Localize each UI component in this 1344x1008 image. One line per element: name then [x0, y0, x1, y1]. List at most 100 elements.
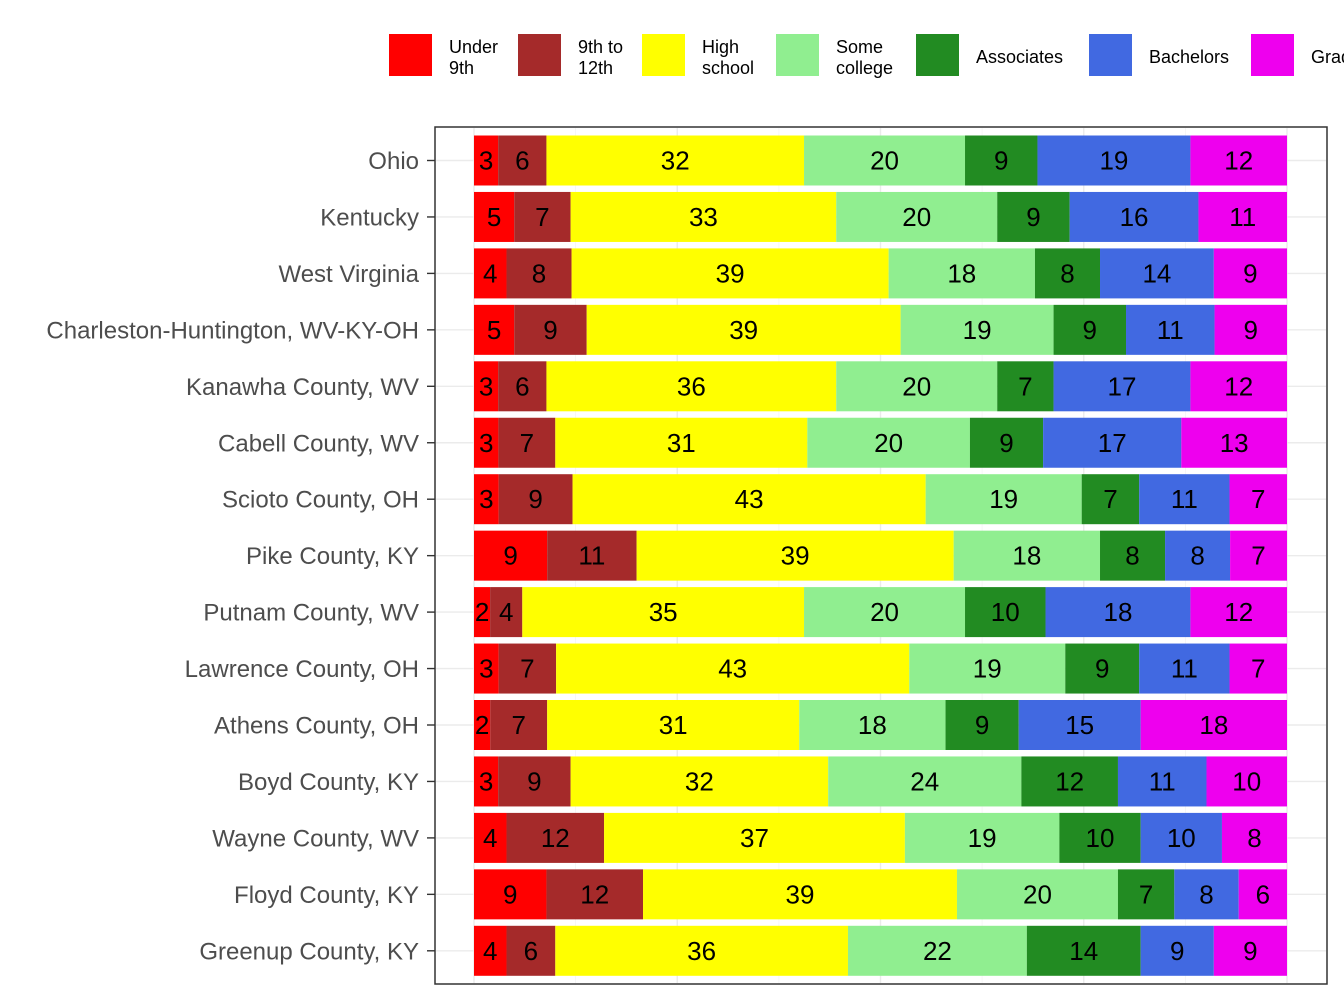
data-label: 10 [1232, 766, 1261, 796]
data-label: 8 [1247, 823, 1261, 853]
y-tick-label: Boyd County, KY [238, 769, 419, 796]
bar-segment [474, 643, 499, 694]
data-label: 12 [580, 879, 609, 909]
bar-row: 2 4 35 20 10 18 12 [474, 587, 1287, 638]
bar-segment [1214, 304, 1287, 355]
bar-segment [1021, 756, 1118, 807]
legend-key [518, 34, 561, 76]
data-label: 37 [740, 823, 769, 853]
bar-segment [1139, 474, 1230, 525]
data-label: 2 [475, 597, 489, 627]
data-label: 39 [781, 541, 810, 571]
bar-segment [836, 361, 998, 412]
bar-segment [807, 417, 970, 468]
bar-segment [836, 191, 998, 242]
bar-segment [969, 417, 1044, 468]
data-label: 31 [659, 710, 688, 740]
bar-segment [925, 474, 1082, 525]
bar-segment [506, 248, 572, 299]
bar-row: 3 9 32 24 12 11 10 [474, 756, 1287, 807]
data-label: 7 [520, 428, 534, 458]
data-label: 6 [515, 146, 529, 176]
legend-label: Bachelors [1149, 47, 1229, 67]
bar-segment [1213, 925, 1287, 976]
data-label: 7 [520, 654, 534, 684]
data-label: 3 [479, 371, 493, 401]
data-label: 9 [527, 766, 541, 796]
bar-segment [636, 530, 954, 581]
data-label: 9 [975, 710, 989, 740]
data-label: 11 [578, 541, 605, 571]
data-label: 7 [511, 710, 525, 740]
bar-segment [498, 135, 547, 186]
data-label: 11 [1171, 654, 1198, 684]
bar-segment [474, 191, 515, 242]
data-label: 9 [994, 146, 1008, 176]
data-label: 16 [1120, 202, 1149, 232]
data-label: 14 [1142, 258, 1171, 288]
data-label: 3 [479, 766, 493, 796]
bar-segment [474, 700, 491, 750]
bar-segment [498, 474, 573, 525]
data-label: 2 [475, 710, 489, 740]
bar-segment [555, 417, 808, 468]
legend-key [1251, 34, 1294, 76]
data-label: 9 [1095, 654, 1109, 684]
legend-item: 9th to 12th [518, 34, 623, 78]
bar-segment [1018, 700, 1141, 750]
data-label: 10 [1086, 823, 1115, 853]
data-label: 4 [483, 936, 497, 966]
data-label: 18 [858, 710, 887, 740]
data-label: 11 [1157, 315, 1184, 345]
y-tick-label: Scioto County, OH [222, 487, 419, 514]
bar-segment [474, 417, 499, 468]
bar-segment [643, 869, 957, 920]
data-label: 22 [923, 936, 952, 966]
data-label: 11 [1149, 766, 1176, 796]
bar-segment [804, 587, 966, 638]
bar-segment [1140, 925, 1214, 976]
data-label: 15 [1065, 710, 1094, 740]
bar-segment [474, 756, 499, 807]
data-label: 17 [1108, 371, 1137, 401]
bar-segment [474, 812, 507, 863]
bar-segment [1221, 812, 1287, 863]
data-label: 18 [947, 258, 976, 288]
bar-row: 3 7 43 19 9 11 7 [474, 643, 1287, 694]
legend-label: Under 9th [449, 37, 498, 78]
data-label: 20 [902, 371, 931, 401]
bar-segment [997, 361, 1054, 412]
y-axis: Ohio Kentucky West Virginia Charleston-Hunt… [46, 148, 435, 965]
bar-segment [1190, 135, 1287, 186]
bar-segment [474, 361, 499, 412]
bar-segment [1053, 361, 1191, 412]
data-label: 9 [543, 315, 557, 345]
bar-segment [888, 248, 1035, 299]
bar-segment [570, 756, 829, 807]
data-label: 7 [1251, 654, 1265, 684]
bar-segment [1053, 304, 1127, 355]
data-label: 13 [1220, 428, 1249, 458]
data-label: 10 [991, 597, 1020, 627]
data-label: 20 [902, 202, 931, 232]
bar-segment [474, 474, 499, 525]
data-label: 43 [718, 654, 747, 684]
data-label: 6 [515, 371, 529, 401]
panel-border [434, 126, 1328, 985]
bar-segment [828, 756, 1022, 807]
data-label: 3 [479, 484, 493, 514]
y-tick-label: Charleston-Huntington, WV-KY-OH [46, 317, 419, 344]
data-label: 8 [1060, 258, 1074, 288]
data-label: 6 [1256, 879, 1270, 909]
bar-segment [1026, 925, 1141, 976]
bar-segment [571, 248, 889, 299]
bar-segment [514, 191, 571, 242]
bar-segment [498, 756, 571, 807]
data-label: 6 [524, 936, 538, 966]
legend-item: Bachelors [1089, 34, 1229, 76]
data-label: 20 [1023, 879, 1052, 909]
data-label: 10 [1167, 823, 1196, 853]
bar-segment [570, 191, 837, 242]
bar-row: 3 6 36 20 7 17 12 [474, 361, 1287, 412]
